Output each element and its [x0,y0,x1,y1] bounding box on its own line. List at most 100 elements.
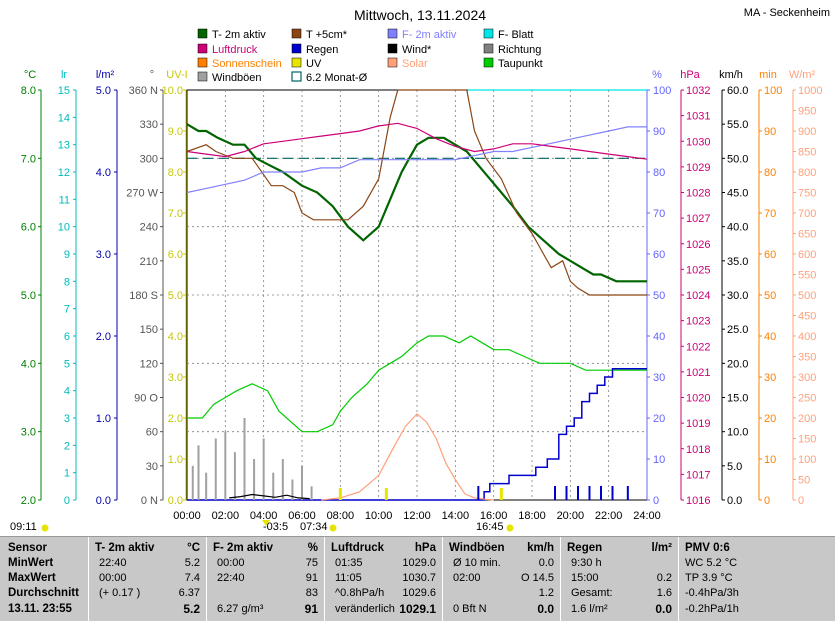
axis-tick-label-rain: 4.0 [96,167,111,179]
axis-tick-label-dir: 210 [140,256,158,268]
sensor-column: Sensor MinWert MaxWert Durchschnitt 13.1… [0,537,88,621]
axis-tick-label-hum: 50 [653,290,665,302]
axis-tick-label-hum: 0 [653,495,659,507]
grid: 00:00 02:00 04:00 06:00 08:00 10:00 12:00 14:00… [173,89,661,522]
stats-cell-value: 0.0 [655,602,672,616]
series-layer [41,89,648,532]
axis-unit-hum: % [652,69,662,81]
stats-cell-value: 5.2 [183,602,200,616]
row-label-max: MaxWert [8,572,56,584]
stats-cell-value: 7.4 [184,572,200,584]
axis-tick-label-lr: 15 [58,85,70,97]
axis-tick-label-wm2: 850 [798,147,816,159]
axis-tick-label-wm2: 50 [798,475,810,487]
stats-header-row: F- 2m aktiv% [207,541,324,556]
legend-swatch-luftdruck [197,43,208,54]
axis-unit-kmh: km/h [719,69,743,81]
axis-tick-label-dir: 30 [146,461,158,473]
stats-cell-value: 1029.6 [402,587,436,599]
axis-tick-label-lr: 13 [58,140,70,152]
axis-tick-label-lr: 5 [64,358,70,370]
legend-label-uv: UV [306,58,322,70]
axis-tick-label-hum: 30 [653,372,665,384]
axis-tick-label-kmh: 55.0 [727,119,748,131]
axis-tick-label-kmh: 30.0 [727,290,748,302]
stats-row: 02:00 O 14.5 [443,571,560,586]
x-tick-label: 04:00 [250,510,278,522]
axis-tick-label-uv: 2.0 [168,413,183,425]
x-tick-label: 10:00 [365,510,393,522]
axis-tick-label-uv: 8.0 [168,167,183,179]
stats-cell-label: 22:40 [217,572,245,584]
sunrise-time: 07:34 [300,521,328,533]
stats-cell-value: 75 [305,557,318,569]
stats-table: Sensor MinWert MaxWert Durchschnitt 13.1… [0,536,835,621]
axis-tick-label-hum: 20 [653,413,665,425]
legend-swatch-solar [387,57,398,68]
axis-tick-label-wm2: 700 [798,208,816,220]
axis-tick-label-dir: 330 [140,119,158,131]
axis-tick-label-hpa: 1029 [686,162,710,174]
axis-tick-label-kmh: 5.0 [727,461,742,473]
axis-tick-label-kmh: 60.0 [727,85,748,97]
axis-tick-label-hum: 100 [653,85,671,97]
series-line-wind [229,493,310,500]
legend-label-regen: Regen [306,44,338,56]
sun-icon [41,524,49,532]
row-label-min: MinWert [8,557,54,569]
x-tick-label: 02:00 [212,510,240,522]
axis-unit-temp: °C [24,69,36,81]
x-tick-label: 22:00 [595,510,623,522]
axis-tick-label-hpa: 1032 [686,85,710,97]
axis-tick-label-wm2: 1000 [798,85,822,97]
stats-cell-label: 6.27 g/m³ [217,603,264,615]
axis-tick-label-dir: 60 [146,427,158,439]
axis-tick-label-hpa: 1026 [686,239,710,251]
axis-tick-label-hpa: 1028 [686,188,710,200]
legend-swatch-uv [291,57,302,68]
legend-swatch-t2m [197,28,208,39]
legend-label-monat: 6.2 Monat-Ø [306,72,368,84]
stats-row: 22:40 91 [207,571,324,586]
legend-swatch-windboeen [197,71,208,82]
axis-unit-dir: ° [150,69,154,81]
axis-tick-label-rain: 2.0 [96,331,111,343]
axis-tick-label-kmh: 15.0 [727,393,748,405]
axis-tick-label-wm2: 350 [798,352,816,364]
stats-column: PMV 0:6 WC 5.2 °C TP 3.9 °C -0.4hPa/3h -0.2h… [678,537,794,621]
stats-column: F- 2m aktiv% 00:00 75 22:40 91 83 6.27 g/m³ 91 [206,537,324,621]
axis-tick-label-hpa: 1018 [686,444,710,456]
axis-tick-label-dir: 0 N [141,495,158,507]
axis-tick-label-uv: 7.0 [168,208,183,220]
stats-cell-label: 02:00 [453,572,481,584]
stats-header-name: Windböen [449,542,505,554]
axis-tick-label-temp: 4.0 [21,358,36,370]
axis-tick-label-hum: 70 [653,208,665,220]
axis-tick-label-wm2: 650 [798,229,816,241]
axis-unit-lr: lr [61,69,67,81]
series-line-regen [187,368,647,501]
stats-cell-label: TP 3.9 °C [685,572,733,584]
stats-row: (+ 0.17 ) 6.37 [89,586,206,601]
sun-icon [329,524,337,532]
axis-tick-label-wm2: 100 [798,454,816,466]
x-tick-label: 08:00 [327,510,355,522]
stats-column: T- 2m aktiv °C 22:40 5.2 00:00 7.4 (+ 0.17 ) 6.… [88,537,206,621]
series-line-taupunkt [187,335,647,433]
stats-cell-label: ^0.8hPa/h [335,587,385,599]
stats-header-unit: % [307,542,318,554]
stats-row: -0.4hPa/3h [679,586,794,601]
x-tick-label: 06:00 [288,510,316,522]
stats-row: WC 5.2 °C [679,556,794,571]
stats-cell-label: (+ 0.17 ) [99,587,141,599]
axis-unit-hpa: hPa [680,69,700,81]
stats-cell-label: -0.2hPa/1h [685,603,739,615]
stats-cell-value: 6.37 [178,587,200,599]
chart-title: Mittwoch, 13.11.2024 [354,7,486,23]
axis-tick-label-min: 70 [764,208,776,220]
legend-swatch-fblatt [483,28,494,39]
axis-tick-label-kmh: 20.0 [727,358,748,370]
stats-cell-value: 1029.0 [402,557,436,569]
legend-label-fblatt: F- Blatt [498,29,533,41]
axis-tick-label-uv: 5.0 [168,290,183,302]
